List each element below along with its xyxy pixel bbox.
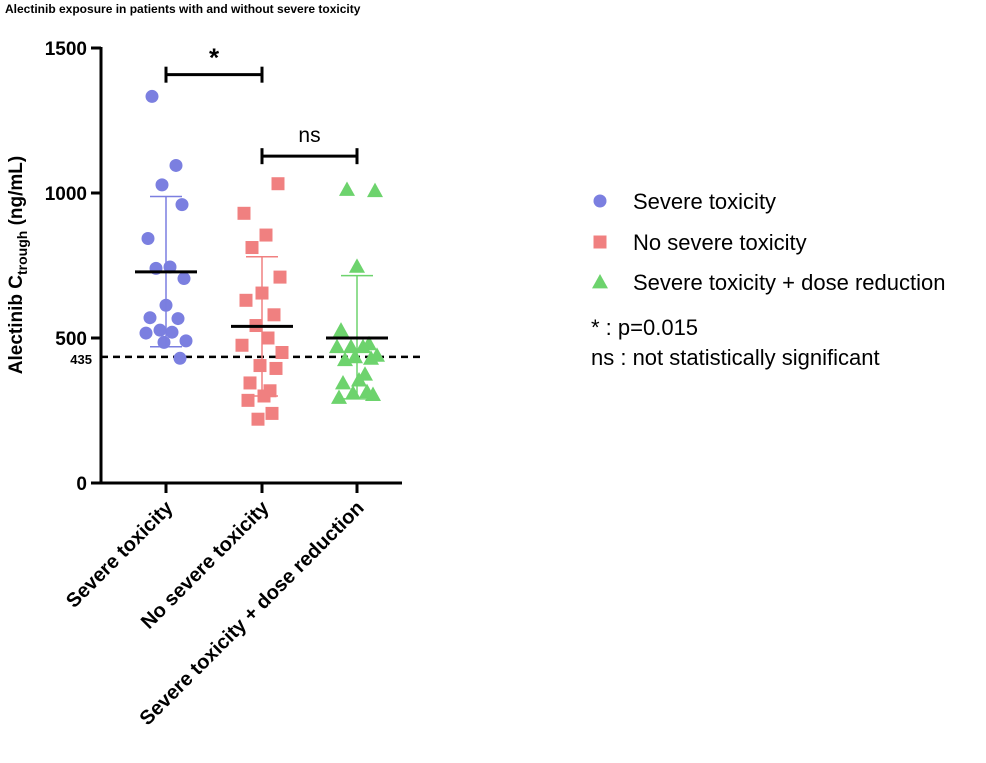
y-tick-label-500: 500: [55, 329, 87, 350]
legend-note-1: ns : not statistically significant: [591, 345, 880, 370]
legend-label-0: Severe toxicity: [633, 189, 776, 214]
point-1-3: [245, 241, 259, 255]
point-2-0: [339, 181, 355, 196]
point-2-2: [349, 258, 365, 273]
y-tick-label-0: 0: [76, 474, 87, 495]
point-2-9: [347, 348, 363, 364]
point-1-14: [243, 376, 257, 390]
point-0-12: [165, 325, 179, 339]
point-2-3: [333, 322, 349, 337]
y-tick-label-1000: 1000: [45, 184, 87, 205]
point-1-0: [271, 177, 285, 191]
point-0-0: [145, 89, 159, 103]
point-1-2: [259, 228, 273, 242]
point-1-19: [251, 412, 265, 426]
point-0-14: [179, 334, 193, 348]
point-1-7: [267, 308, 281, 322]
point-2-7: [329, 338, 345, 354]
point-2-17: [365, 386, 381, 401]
point-1-10: [235, 338, 249, 352]
y-axis-label-subscript: trough: [14, 231, 30, 275]
y-axis-label-main: Alectinib C: [6, 275, 27, 375]
point-1-1: [237, 206, 251, 220]
significance-label-0: *: [209, 43, 220, 73]
significance-label-1: ns: [298, 124, 320, 147]
point-0-16: [173, 351, 187, 365]
point-0-10: [171, 312, 185, 326]
point-2-11: [337, 351, 353, 367]
mean-sd-bars: [135, 195, 388, 400]
point-0-11: [153, 323, 167, 337]
point-1-17: [241, 393, 255, 407]
axes: 0 500 1000 1500: [45, 39, 402, 495]
point-0-4: [141, 232, 155, 246]
point-2-10: [363, 350, 379, 365]
point-0-7: [177, 272, 191, 286]
point-1-12: [253, 359, 267, 373]
y-axis-label-unit: (ng/mL): [6, 156, 27, 231]
point-0-3: [175, 198, 189, 212]
y-tick-label-1500: 1500: [45, 39, 87, 60]
legend-marker-1: [593, 235, 607, 249]
point-2-14: [335, 374, 351, 390]
series-1: [235, 177, 289, 426]
legend: Severe toxicity No severe toxicity Severe …: [591, 189, 945, 370]
point-2-13: [351, 372, 367, 387]
point-0-9: [143, 311, 157, 325]
legend-marker-0: [593, 194, 607, 208]
point-1-6: [239, 293, 253, 307]
point-2-1: [367, 182, 383, 198]
legend-label-1: No severe toxicity: [633, 230, 807, 255]
point-0-1: [169, 158, 183, 172]
point-0-13: [139, 326, 153, 340]
series-2: [329, 181, 385, 404]
point-1-4: [273, 270, 287, 284]
point-1-9: [261, 331, 275, 345]
reference-line-label: 435: [70, 352, 92, 367]
point-0-15: [157, 335, 171, 349]
legend-label-2: Severe toxicity + dose reduction: [633, 270, 945, 295]
point-1-13: [269, 361, 283, 375]
point-1-18: [265, 406, 279, 420]
point-2-18: [331, 389, 347, 404]
y-axis-label: Alectinib Ctrough (ng/mL): [6, 156, 30, 375]
significance-brackets: * ns: [164, 43, 359, 165]
chart-title: Alectinib exposure in patients with and …: [5, 2, 361, 16]
point-0-2: [155, 178, 169, 192]
point-2-6: [355, 338, 371, 354]
legend-note-0: * : p=0.015: [591, 315, 698, 340]
point-1-11: [275, 346, 289, 359]
legend-marker-2: [592, 274, 608, 289]
